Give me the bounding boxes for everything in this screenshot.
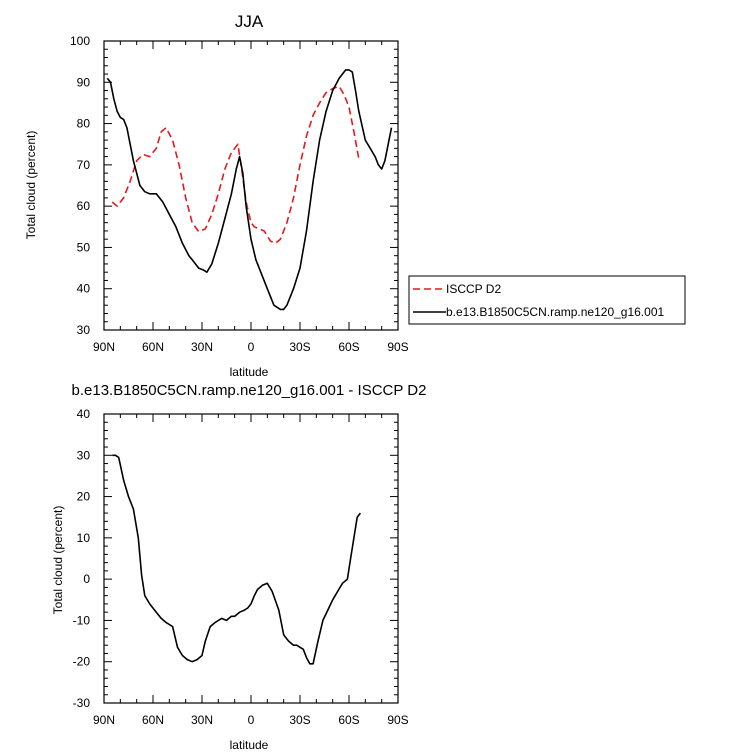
bottom-y-tick-label: -20 (73, 655, 91, 669)
top-series-line-0 (111, 85, 360, 245)
top-y-tick-label: 100 (70, 34, 90, 48)
bottom-x-axis-label: latitude (230, 738, 269, 752)
bottom-series-lines (112, 454, 362, 665)
top-y-tick-label: 80 (77, 117, 91, 131)
bottom-y-tick-label: 20 (77, 490, 91, 504)
top-y-tick-label: 40 (77, 282, 91, 296)
top-y-axis-label: Total cloud (percent) (24, 131, 38, 240)
top-x-axis-label: latitude (230, 365, 269, 379)
top-y-tick-label: 70 (77, 158, 91, 172)
top-series-line-1 (106, 69, 393, 311)
bottom-y-tick-label: -10 (73, 613, 91, 627)
bottom-x-tick-label: 30S (289, 713, 310, 727)
top-tick-labels: 90N 60N 30N 0 30S 60S 90S 30 40 50 60 70 80 90 100 (70, 34, 409, 354)
bottom-series-line-0 (112, 454, 362, 665)
top-x-tick-label: 30N (191, 340, 213, 354)
bottom-y-tick-label: 10 (77, 531, 91, 545)
bottom-y-axis-label: Total cloud (percent) (51, 506, 65, 615)
bottom-panel: b.e13.B1850C5CN.ramp.ne120_g16.001 - ISC… (51, 382, 426, 752)
bottom-plot-frame (103, 413, 399, 704)
legend-label-isccp: ISCCP D2 (446, 282, 501, 296)
legend-box (408, 275, 686, 325)
top-chart-title: JJA (235, 12, 264, 31)
top-x-tick-label: 0 (248, 340, 255, 354)
top-panel: JJA Total cloud (percent) latitude 90N 60… (24, 12, 409, 379)
top-x-tick-label: 60S (338, 340, 359, 354)
top-series-lines (106, 69, 393, 311)
bottom-y-tick-label: 40 (77, 407, 91, 421)
legend-label-model: b.e13.B1850C5CN.ramp.ne120_g16.001 (446, 305, 664, 319)
top-plot-frame (103, 40, 399, 331)
bottom-y-tick-label: 30 (77, 448, 91, 462)
top-x-tick-label: 90S (387, 340, 408, 354)
top-x-tick-label: 60N (142, 340, 164, 354)
top-y-tick-label: 60 (77, 199, 91, 213)
bottom-y-tick-label: 0 (83, 572, 90, 586)
bottom-y-tick-label: -30 (73, 696, 91, 710)
bottom-axis-ticks (103, 413, 399, 704)
legend: ISCCP D2 b.e13.B1850C5CN.ramp.ne120_g16.… (408, 275, 686, 325)
bottom-x-tick-label: 90S (387, 713, 408, 727)
bottom-x-tick-label: 60S (338, 713, 359, 727)
top-y-tick-label: 50 (77, 240, 91, 254)
top-y-tick-label: 30 (77, 323, 91, 337)
bottom-x-tick-label: 60N (142, 713, 164, 727)
bottom-x-tick-label: 0 (248, 713, 255, 727)
bottom-chart-title: b.e13.B1850C5CN.ramp.ne120_g16.001 - ISC… (72, 382, 427, 399)
top-x-tick-label: 90N (93, 340, 115, 354)
bottom-tick-labels: 90N 60N 30N 0 30S 60S 90S -30 -20 -10 0 10 20 30 40 (73, 407, 409, 727)
top-y-tick-label: 90 (77, 75, 91, 89)
bottom-x-tick-label: 90N (93, 713, 115, 727)
top-x-tick-label: 30S (289, 340, 310, 354)
bottom-x-tick-label: 30N (191, 713, 213, 727)
